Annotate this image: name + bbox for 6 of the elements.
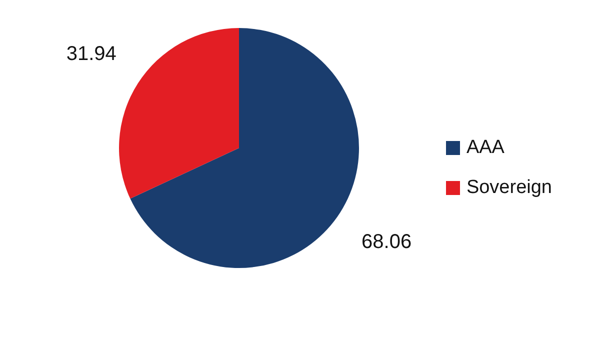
legend-label: AAA: [466, 137, 504, 158]
data-label: 68.06: [362, 231, 412, 254]
pie-slice: [119, 28, 239, 199]
legend-label: Sovereign: [466, 177, 552, 198]
pie-slice: [130, 28, 359, 268]
data-label: 31.94: [66, 42, 116, 65]
